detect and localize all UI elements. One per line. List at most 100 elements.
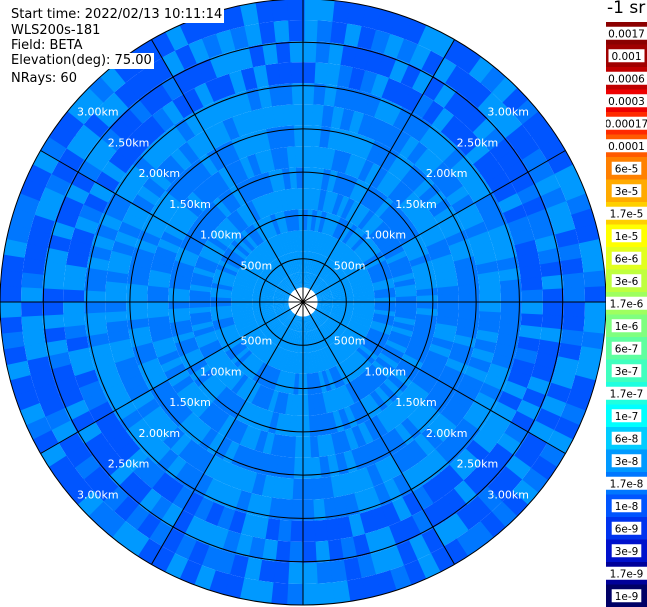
- gate-cell: [345, 200, 361, 222]
- gate-cell: [212, 459, 232, 483]
- gate-cell: [468, 231, 492, 249]
- gate-cell: [395, 290, 417, 298]
- gate-cell: [406, 439, 428, 463]
- gate-cell: [182, 353, 205, 370]
- gate-cell: [332, 217, 346, 239]
- gate-cell: [339, 536, 358, 560]
- gate-cell: [292, 331, 299, 353]
- gate-cell: [357, 209, 376, 231]
- gate-cell: [406, 342, 429, 358]
- gate-cell: [301, 541, 317, 563]
- gate-cell: [84, 147, 110, 172]
- gate-cell: [458, 292, 480, 303]
- gate-cell: [383, 245, 405, 261]
- gate-cell: [391, 130, 412, 155]
- gate-cell: [196, 334, 219, 349]
- gate-cell: [350, 425, 367, 448]
- gate-cell: [231, 466, 249, 491]
- colorbar-label-bg: [611, 409, 642, 423]
- gate-cell: [285, 583, 303, 605]
- colorbar-label-bg: [611, 589, 642, 603]
- gate-cell: [342, 224, 358, 245]
- gate-cell: [368, 364, 388, 383]
- gate-cell: [207, 352, 228, 369]
- gate-cell: [368, 327, 390, 341]
- gate-cell: [307, 331, 314, 353]
- gate-cell: [263, 344, 278, 365]
- gate-cell: [109, 249, 133, 266]
- gate-cell: [387, 373, 408, 393]
- gate-cell: [578, 239, 603, 260]
- gate-cell: [234, 275, 256, 287]
- gate-cell: [334, 339, 351, 358]
- gate-cell: [248, 223, 265, 244]
- gate-cell: [346, 266, 368, 280]
- gate-cell: [74, 454, 101, 480]
- colorbar-tick-label: 1e-6: [615, 321, 639, 333]
- gate-cell: [66, 135, 93, 160]
- gate-cell: [322, 264, 340, 282]
- gate-cell: [483, 372, 508, 393]
- gate-cell: [383, 344, 405, 360]
- gate-cell: [480, 66, 507, 94]
- gate-cell: [374, 302, 396, 308]
- gate-cell: [563, 302, 585, 319]
- gate-cell: [398, 228, 421, 246]
- gate-cell: [584, 286, 606, 304]
- gate-cell: [395, 296, 417, 303]
- gate-cell: [177, 411, 199, 434]
- gate-cell: [413, 176, 436, 199]
- gate-cell: [373, 144, 393, 168]
- gate-cell: [407, 170, 429, 193]
- gate-cell: [505, 124, 532, 150]
- gate-cell: [538, 442, 566, 469]
- gate-cell: [439, 405, 464, 428]
- gate-cell: [33, 149, 60, 174]
- gate-cell: [305, 352, 311, 374]
- gate-cell: [227, 343, 248, 361]
- gate-cell: [225, 162, 243, 186]
- gate-cell: [328, 315, 349, 328]
- gate-cell: [194, 330, 217, 343]
- gate-cell: [534, 234, 559, 254]
- gate-cell: [546, 430, 573, 455]
- gate-cell: [332, 171, 346, 194]
- gate-cell: [473, 338, 497, 355]
- gate-cell: [99, 510, 126, 538]
- gate-cell: [353, 236, 373, 255]
- gate-cell: [387, 211, 409, 231]
- gate-cell: [173, 533, 197, 560]
- gate-cell: [295, 230, 301, 252]
- gate-cell: [344, 153, 360, 177]
- gate-cell: [274, 212, 285, 234]
- gate-cell: [374, 459, 393, 484]
- gate-cell: [291, 352, 298, 374]
- gate-cell: [98, 371, 123, 392]
- gate-cell: [255, 246, 272, 265]
- gate-cell: [237, 269, 258, 282]
- gate-cell: [394, 311, 417, 321]
- gate-cell: [86, 331, 110, 348]
- azimuth-spoke: [302, 301, 566, 454]
- gate-cell: [287, 252, 296, 274]
- gate-cell: [48, 122, 76, 149]
- colorbar-label-bg: [611, 454, 642, 468]
- gate-cell: [230, 346, 250, 365]
- gate-cell: [359, 185, 378, 207]
- gate-cell: [332, 243, 349, 263]
- gate-cell: [286, 146, 297, 168]
- gate-cell: [306, 373, 313, 395]
- gate-cell: [254, 151, 269, 174]
- colorbar-tick-label: 1e-8: [615, 501, 639, 513]
- gate-cell: [240, 2, 261, 27]
- gate-cell: [450, 390, 475, 411]
- gate-cell: [390, 497, 412, 522]
- gate-cell: [389, 261, 412, 274]
- gate-cell: [519, 324, 542, 341]
- gate-cell: [291, 230, 298, 252]
- gate-cell: [240, 355, 258, 375]
- ring-label: 1.50km: [169, 198, 211, 211]
- gate-cell: [345, 327, 366, 342]
- gate-cell: [254, 311, 276, 321]
- gate-cell: [0, 284, 22, 302]
